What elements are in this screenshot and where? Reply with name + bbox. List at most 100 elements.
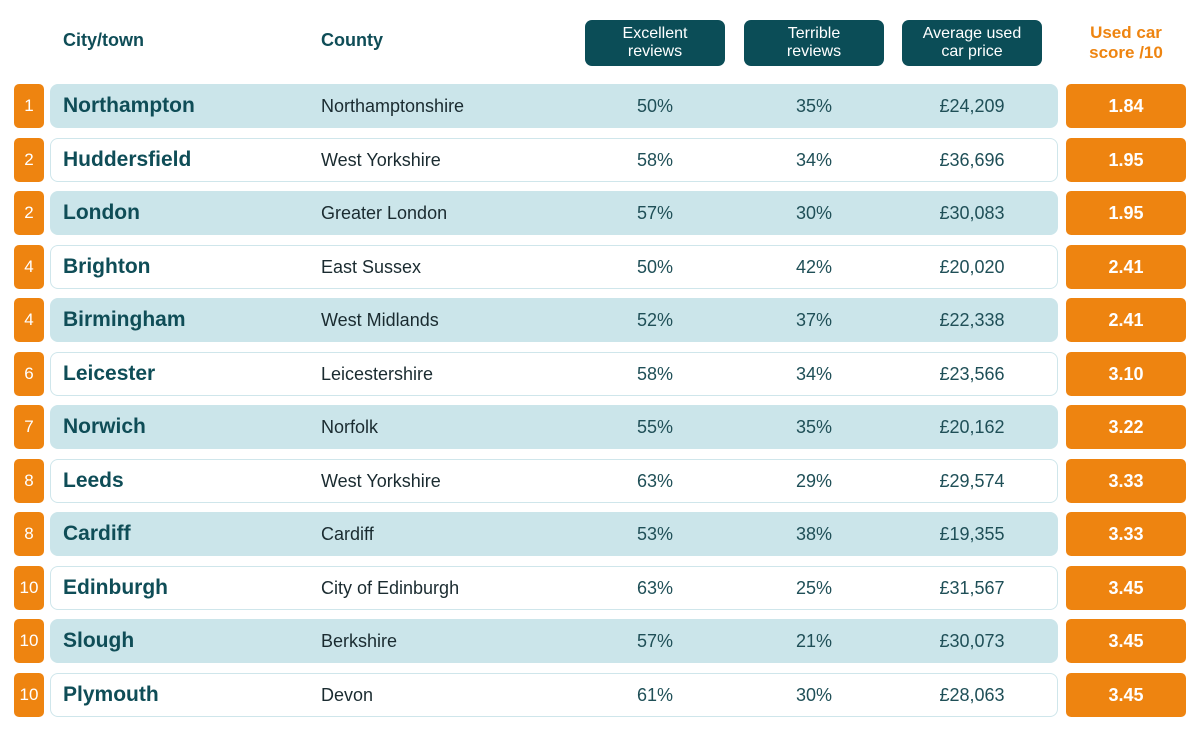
excellent-reviews-value: 50% <box>636 256 674 277</box>
excellent-reviews-value: 50% <box>636 95 674 116</box>
table-row: 10 Plymouth Devon 61% 30% £28,063 3.45 <box>0 673 1200 719</box>
rank-badge: 10 <box>14 566 44 610</box>
score-badge: 1.84 <box>1066 84 1186 128</box>
terrible-reviews-value: 37% <box>795 309 833 330</box>
average-price-value: £30,083 <box>939 202 1005 223</box>
table-row: 4 Brighton East Sussex 50% 42% £20,020 2.41 <box>0 245 1200 291</box>
row-background <box>50 84 1058 128</box>
table-row: 8 Cardiff Cardiff 53% 38% £19,355 3.33 <box>0 512 1200 558</box>
rank-badge: 4 <box>14 298 44 342</box>
row-background <box>50 298 1058 342</box>
row-background <box>50 245 1058 289</box>
table-row: 1 Northampton Northamptonshire 50% 35% £24,20… <box>0 84 1200 130</box>
excellent-reviews-value: 57% <box>636 202 674 223</box>
terrible-reviews-value: 35% <box>795 416 833 437</box>
score-badge: 3.10 <box>1066 352 1186 396</box>
excellent-reviews-value: 58% <box>636 363 674 384</box>
county-name: Cardiff <box>321 523 374 544</box>
rank-badge: 4 <box>14 245 44 289</box>
header-excellent-reviews: Excellent reviews <box>585 20 725 66</box>
score-badge: 3.45 <box>1066 619 1186 663</box>
excellent-reviews-value: 61% <box>636 684 674 705</box>
city-name: Slough <box>63 629 135 652</box>
excellent-reviews-value: 63% <box>636 470 674 491</box>
terrible-reviews-value: 21% <box>795 630 833 651</box>
city-name: Plymouth <box>63 683 159 706</box>
city-name: London <box>63 201 140 224</box>
score-badge: 3.45 <box>1066 673 1186 717</box>
county-name: East Sussex <box>321 256 422 277</box>
score-badge: 2.41 <box>1066 298 1186 342</box>
average-price-value: £30,073 <box>939 630 1005 651</box>
average-price-value: £36,696 <box>939 149 1005 170</box>
terrible-reviews-value: 30% <box>795 202 833 223</box>
average-price-value: £19,355 <box>939 523 1005 544</box>
city-name: Northampton <box>63 94 195 117</box>
rank-badge: 8 <box>14 459 44 503</box>
city-name: Brighton <box>63 255 151 278</box>
terrible-reviews-value: 29% <box>795 470 833 491</box>
county-name: Devon <box>321 684 374 705</box>
county-name: Leicestershire <box>321 363 434 384</box>
county-name: City of Edinburgh <box>321 577 460 598</box>
row-background <box>50 619 1058 663</box>
average-price-value: £23,566 <box>939 363 1005 384</box>
excellent-reviews-value: 53% <box>636 523 674 544</box>
city-name: Huddersfield <box>63 148 192 171</box>
score-badge: 3.33 <box>1066 459 1186 503</box>
average-price-value: £20,020 <box>939 256 1005 277</box>
header-average-price: Average used car price <box>902 20 1042 66</box>
average-price-value: £22,338 <box>939 309 1005 330</box>
row-background <box>50 512 1058 556</box>
terrible-reviews-value: 38% <box>795 523 833 544</box>
table-row: 6 Leicester Leicestershire 58% 34% £23,566 3.1… <box>0 352 1200 398</box>
city-name: Cardiff <box>63 522 131 545</box>
table-row: 10 Slough Berkshire 57% 21% £30,073 3.45 <box>0 619 1200 665</box>
table-row: 4 Birmingham West Midlands 52% 37% £22,338 2.4… <box>0 298 1200 344</box>
score-badge: 3.22 <box>1066 405 1186 449</box>
rank-badge: 10 <box>14 619 44 663</box>
terrible-reviews-value: 30% <box>795 684 833 705</box>
score-badge: 3.33 <box>1066 512 1186 556</box>
city-name: Norwich <box>63 415 146 438</box>
county-name: Norfolk <box>321 416 379 437</box>
county-name: Berkshire <box>321 630 398 651</box>
average-price-value: £28,063 <box>939 684 1005 705</box>
score-badge: 1.95 <box>1066 138 1186 182</box>
city-name: Leicester <box>63 362 156 385</box>
rank-badge: 7 <box>14 405 44 449</box>
terrible-reviews-value: 25% <box>795 577 833 598</box>
terrible-reviews-value: 42% <box>795 256 833 277</box>
rank-badge: 2 <box>14 138 44 182</box>
city-name: Leeds <box>63 469 124 492</box>
county-name: West Midlands <box>321 309 439 330</box>
terrible-reviews-value: 35% <box>795 95 833 116</box>
table-row: 8 Leeds West Yorkshire 63% 29% £29,574 3.33 <box>0 459 1200 505</box>
table-row: 2 Huddersfield West Yorkshire 58% 34% £36,696… <box>0 138 1200 184</box>
city-name: Edinburgh <box>63 576 168 599</box>
city-name: Birmingham <box>63 308 186 331</box>
county-name: West Yorkshire <box>321 470 441 491</box>
row-background <box>50 566 1058 610</box>
county-name: Northamptonshire <box>321 95 465 116</box>
rank-badge: 1 <box>14 84 44 128</box>
row-background <box>50 405 1058 449</box>
average-price-value: £24,209 <box>939 95 1005 116</box>
excellent-reviews-value: 55% <box>636 416 674 437</box>
county-name: Greater London <box>321 202 448 223</box>
terrible-reviews-value: 34% <box>795 149 833 170</box>
excellent-reviews-value: 52% <box>636 309 674 330</box>
header-county: County <box>321 30 383 50</box>
row-background <box>50 191 1058 235</box>
average-price-value: £31,567 <box>939 577 1005 598</box>
excellent-reviews-value: 58% <box>636 149 674 170</box>
header-city: City/town <box>63 30 144 50</box>
score-badge: 1.95 <box>1066 191 1186 235</box>
row-background <box>50 459 1058 503</box>
score-badge: 2.41 <box>1066 245 1186 289</box>
table-row: 10 Edinburgh City of Edinburgh 63% 25% £31,56… <box>0 566 1200 612</box>
rank-badge: 10 <box>14 673 44 717</box>
average-price-value: £20,162 <box>939 416 1005 437</box>
row-background <box>50 352 1058 396</box>
